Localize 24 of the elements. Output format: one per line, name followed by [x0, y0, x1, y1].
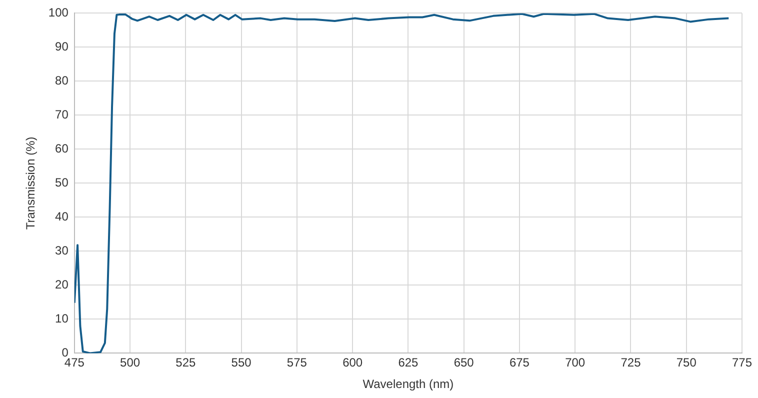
x-tick-label: 600 [342, 356, 363, 370]
x-tick-label: 575 [286, 356, 308, 370]
x-tick-label: 775 [732, 356, 752, 370]
x-tick-label: 500 [120, 356, 140, 370]
x-tick-label: 750 [676, 356, 697, 370]
x-tick-label: 650 [454, 356, 474, 370]
x-tick-label: 550 [231, 356, 252, 370]
x-tick-label: 700 [565, 356, 586, 370]
y-tick-label: 50 [55, 176, 69, 190]
x-tick-label: 525 [176, 356, 196, 370]
y-tick-label: 80 [55, 74, 69, 88]
x-tick-label: 675 [509, 356, 530, 370]
x-tick-label: 725 [620, 356, 642, 370]
y-tick-label: 30 [55, 244, 69, 258]
y-tick-label: 10 [55, 312, 69, 326]
x-axis-title: Wavelength (nm) [362, 377, 454, 392]
y-tick-label: 100 [48, 6, 69, 20]
y-tick-label: 70 [55, 108, 69, 122]
y-tick-label: 90 [55, 40, 69, 54]
y-tick-label: 20 [55, 278, 69, 292]
x-tick-label: 625 [398, 356, 419, 370]
y-axis-title: Transmission (%) [24, 136, 38, 230]
y-tick-label: 60 [55, 142, 69, 156]
y-tick-label: 40 [55, 210, 69, 224]
